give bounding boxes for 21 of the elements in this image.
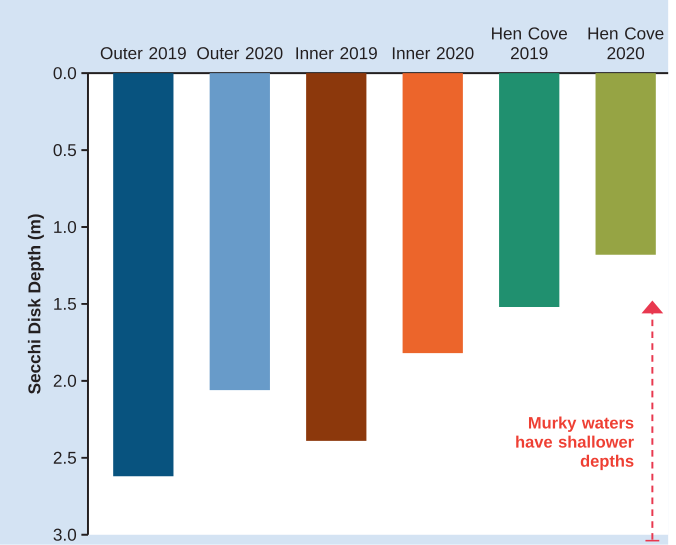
bar [499, 73, 560, 307]
bar [596, 73, 656, 255]
x-tick-label: Outer 2020 [197, 47, 282, 60]
y-axis-title: Secchi Disk Depth (m) [28, 214, 44, 394]
bar [306, 73, 366, 441]
annotation: Murky waters have shallower depths [516, 416, 634, 470]
y-tick-label: 0.0 [54, 66, 76, 80]
y-tick-label: 3.0 [54, 528, 76, 541]
bar [113, 73, 174, 476]
y-tick-label: 1.0 [54, 220, 76, 233]
x-tick-label: Inner 2019 [296, 47, 377, 60]
y-tick-label: 0.5 [54, 144, 76, 156]
y-tick-label: 2.0 [54, 374, 76, 387]
x-tick-label: Hen Cove 2020 [588, 27, 664, 60]
x-tick-label: Inner 2020 [392, 47, 474, 60]
x-tick-label: Hen Cove 2019 [492, 27, 567, 60]
bar [402, 73, 463, 354]
y-tick-label: 2.5 [54, 452, 76, 464]
x-tick-label: Outer 2019 [100, 47, 186, 60]
bar [210, 73, 270, 390]
y-tick-label: 1.5 [54, 298, 76, 310]
